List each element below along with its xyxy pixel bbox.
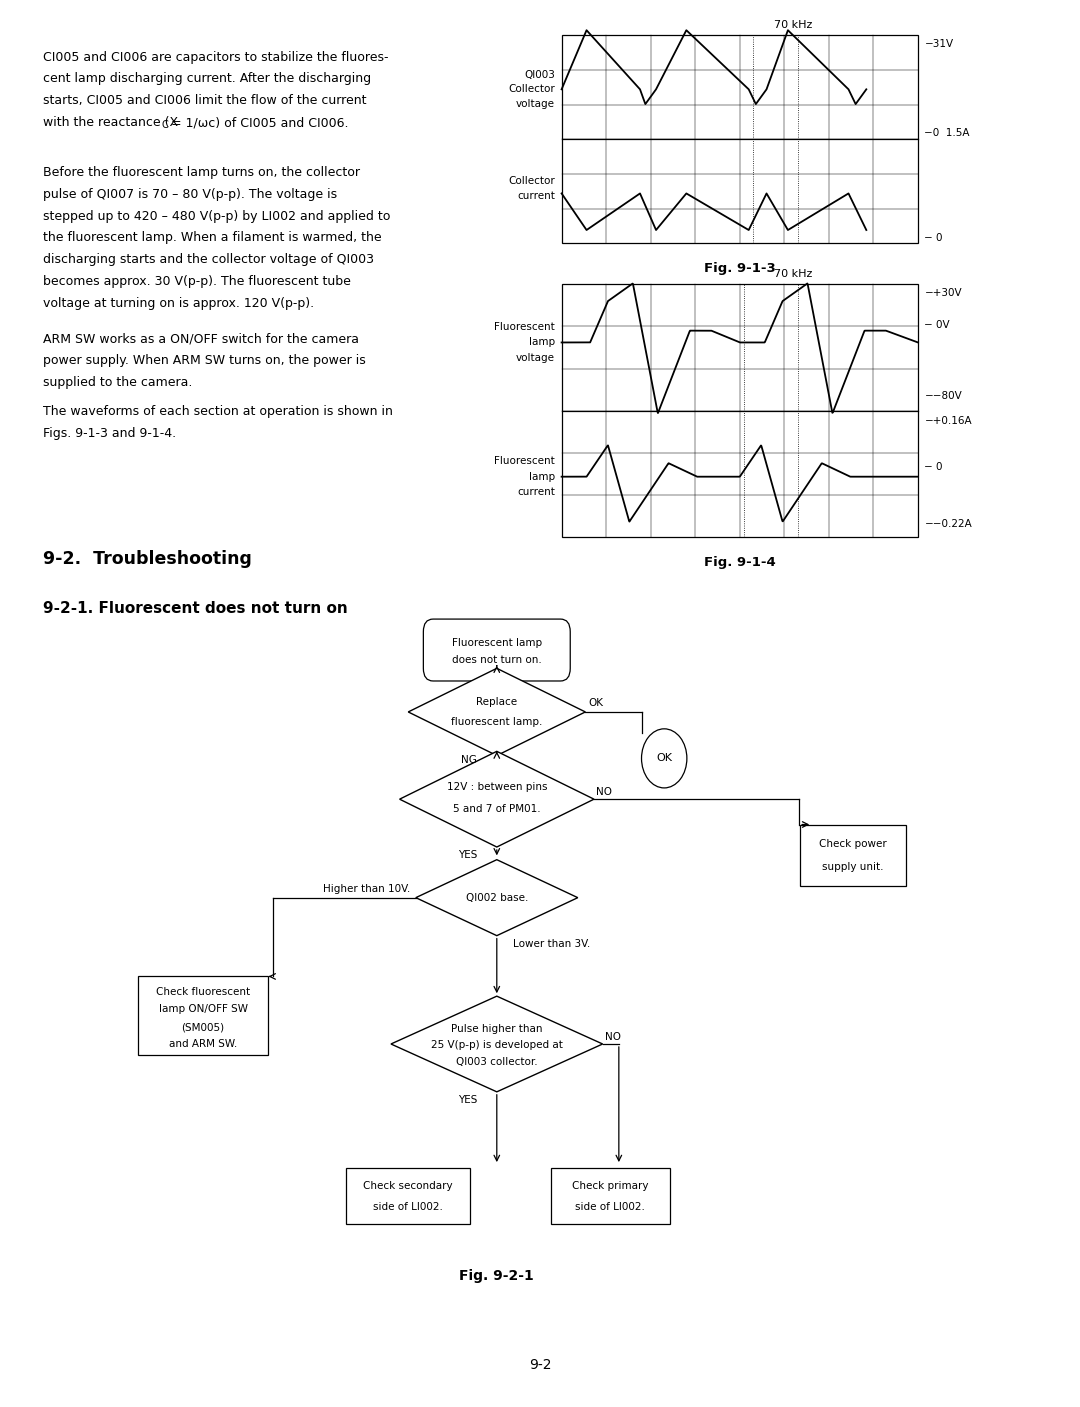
Text: 9-2-1. Fluorescent does not turn on: 9-2-1. Fluorescent does not turn on: [43, 601, 348, 616]
Text: −−0.22A: −−0.22A: [924, 519, 972, 529]
Text: Higher than 10V.: Higher than 10V.: [323, 884, 410, 895]
Text: −−80V: −−80V: [924, 391, 962, 401]
FancyBboxPatch shape: [551, 1168, 670, 1224]
FancyBboxPatch shape: [562, 284, 918, 537]
Text: Collector: Collector: [509, 84, 555, 94]
Text: = 1/ωc) of CI005 and CI006.: = 1/ωc) of CI005 and CI006.: [166, 117, 348, 129]
Text: voltage at turning on is approx. 120 V(p-p).: voltage at turning on is approx. 120 V(p…: [43, 297, 314, 310]
Text: 70 kHz: 70 kHz: [774, 20, 812, 30]
Text: Lower than 3V.: Lower than 3V.: [513, 938, 591, 950]
Text: − 0: − 0: [924, 461, 943, 471]
Text: NO: NO: [596, 787, 612, 798]
Text: ARM SW works as a ON/OFF switch for the camera: ARM SW works as a ON/OFF switch for the …: [43, 332, 360, 345]
Text: Check fluorescent: Check fluorescent: [156, 986, 251, 998]
Text: QI002 base.: QI002 base.: [465, 892, 528, 903]
Text: supply unit.: supply unit.: [823, 861, 883, 872]
Text: current: current: [517, 487, 555, 497]
Polygon shape: [416, 860, 578, 936]
Text: Check power: Check power: [820, 839, 887, 850]
Text: Fluorescent lamp: Fluorescent lamp: [451, 637, 542, 649]
Text: Check primary: Check primary: [572, 1180, 648, 1192]
Text: C: C: [161, 121, 167, 131]
Text: − 0V: − 0V: [924, 319, 950, 329]
Text: becomes approx. 30 V(p-p). The fluorescent tube: becomes approx. 30 V(p-p). The fluoresce…: [43, 276, 351, 288]
Text: does not turn on.: does not turn on.: [451, 654, 542, 666]
FancyBboxPatch shape: [562, 35, 918, 243]
Text: stepped up to 420 – 480 V(p-p) by LI002 and applied to: stepped up to 420 – 480 V(p-p) by LI002 …: [43, 210, 391, 222]
Text: YES: YES: [458, 850, 477, 861]
Text: OK: OK: [657, 753, 672, 764]
Text: fluorescent lamp.: fluorescent lamp.: [451, 716, 542, 727]
Text: 70 kHz: 70 kHz: [774, 269, 812, 279]
Polygon shape: [400, 751, 594, 847]
Text: side of LI002.: side of LI002.: [576, 1202, 645, 1213]
Text: The waveforms of each section at operation is shown in: The waveforms of each section at operati…: [43, 405, 393, 418]
Text: CI005 and CI006 are capacitors to stabilize the fluores-: CI005 and CI006 are capacitors to stabil…: [43, 51, 389, 63]
Text: 25 V(p-p) is developed at: 25 V(p-p) is developed at: [431, 1040, 563, 1051]
Text: Figs. 9-1-3 and 9-1-4.: Figs. 9-1-3 and 9-1-4.: [43, 428, 176, 440]
Text: discharging starts and the collector voltage of QI003: discharging starts and the collector vol…: [43, 253, 374, 266]
Text: supplied to the camera.: supplied to the camera.: [43, 376, 192, 388]
FancyBboxPatch shape: [423, 619, 570, 681]
Text: Check secondary: Check secondary: [364, 1180, 453, 1192]
Text: OK: OK: [589, 698, 604, 709]
Text: NO: NO: [605, 1031, 621, 1043]
Text: Fluorescent: Fluorescent: [495, 456, 555, 467]
Text: 5 and 7 of PM01.: 5 and 7 of PM01.: [453, 803, 541, 815]
Text: Fig. 9-1-4: Fig. 9-1-4: [704, 556, 775, 568]
Text: lamp: lamp: [529, 471, 555, 481]
Text: and ARM SW.: and ARM SW.: [168, 1038, 238, 1050]
Text: pulse of QI007 is 70 – 80 V(p-p). The voltage is: pulse of QI007 is 70 – 80 V(p-p). The vo…: [43, 187, 337, 201]
Text: Fig. 9-1-3: Fig. 9-1-3: [704, 262, 775, 274]
Text: voltage: voltage: [516, 98, 555, 108]
Text: power supply. When ARM SW turns on, the power is: power supply. When ARM SW turns on, the …: [43, 355, 366, 367]
Text: − 0: − 0: [924, 234, 943, 243]
Text: Fig. 9-2-1: Fig. 9-2-1: [459, 1269, 535, 1283]
Text: the fluorescent lamp. When a filament is warmed, the: the fluorescent lamp. When a filament is…: [43, 231, 382, 245]
Text: side of LI002.: side of LI002.: [374, 1202, 443, 1213]
Text: Fluorescent: Fluorescent: [495, 322, 555, 332]
Text: 12V : between pins: 12V : between pins: [446, 781, 548, 792]
Text: −+30V: −+30V: [924, 288, 962, 298]
Text: −0  1.5A: −0 1.5A: [924, 128, 970, 138]
Text: Pulse higher than: Pulse higher than: [451, 1023, 542, 1034]
Text: Replace: Replace: [476, 696, 517, 708]
Text: 9-2: 9-2: [529, 1358, 551, 1372]
Text: Before the fluorescent lamp turns on, the collector: Before the fluorescent lamp turns on, th…: [43, 166, 361, 179]
Text: current: current: [517, 190, 555, 201]
Polygon shape: [408, 668, 585, 756]
Text: Collector: Collector: [509, 176, 555, 186]
Text: voltage: voltage: [516, 353, 555, 363]
Text: QI003 collector.: QI003 collector.: [456, 1057, 538, 1068]
Text: 9-2.  Troubleshooting: 9-2. Troubleshooting: [43, 550, 252, 568]
Text: −31V: −31V: [924, 39, 954, 49]
FancyBboxPatch shape: [346, 1168, 471, 1224]
Text: lamp: lamp: [529, 338, 555, 348]
Text: QI003: QI003: [524, 70, 555, 80]
Text: −+0.16A: −+0.16A: [924, 416, 972, 426]
Polygon shape: [391, 996, 603, 1092]
Text: YES: YES: [458, 1095, 477, 1106]
Text: with the reactance (X: with the reactance (X: [43, 117, 178, 129]
Text: (SM005): (SM005): [181, 1021, 225, 1033]
Text: NG: NG: [461, 754, 477, 765]
Text: cent lamp discharging current. After the discharging: cent lamp discharging current. After the…: [43, 72, 372, 86]
FancyBboxPatch shape: [138, 976, 268, 1055]
FancyBboxPatch shape: [800, 825, 906, 886]
Text: lamp ON/OFF SW: lamp ON/OFF SW: [159, 1003, 247, 1014]
Text: starts, CI005 and CI006 limit the flow of the current: starts, CI005 and CI006 limit the flow o…: [43, 94, 367, 107]
